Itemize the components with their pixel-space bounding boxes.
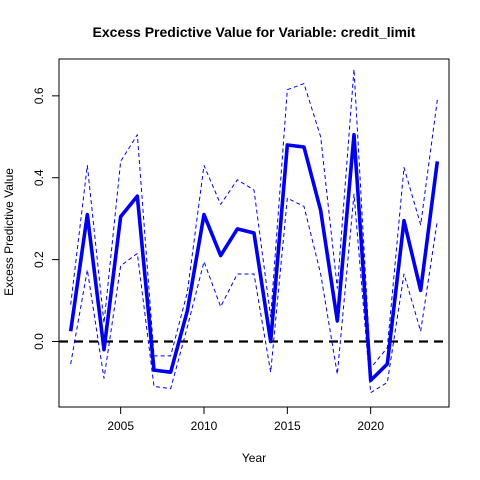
x-tick-label: 2020 bbox=[357, 419, 384, 433]
x-tick-label: 2015 bbox=[274, 419, 301, 433]
y-tick-label: 0.0 bbox=[32, 333, 46, 350]
series-line-upper bbox=[70, 68, 438, 369]
series-line-estimate bbox=[68, 132, 440, 383]
plot-area bbox=[59, 68, 449, 394]
y-tick-label: 0.4 bbox=[32, 169, 46, 186]
series-line-lower bbox=[70, 193, 438, 394]
y-tick-label: 0.6 bbox=[32, 87, 46, 104]
y-tick-label: 0.2 bbox=[32, 251, 46, 268]
x-tick-label: 2005 bbox=[107, 419, 134, 433]
x-tick-label: 2010 bbox=[191, 419, 218, 433]
y-axis-label: Excess Predictive Value bbox=[2, 168, 16, 296]
chart-title: Excess Predictive Value for Variable: cr… bbox=[93, 24, 416, 40]
x-axis-label: Year bbox=[242, 451, 266, 465]
